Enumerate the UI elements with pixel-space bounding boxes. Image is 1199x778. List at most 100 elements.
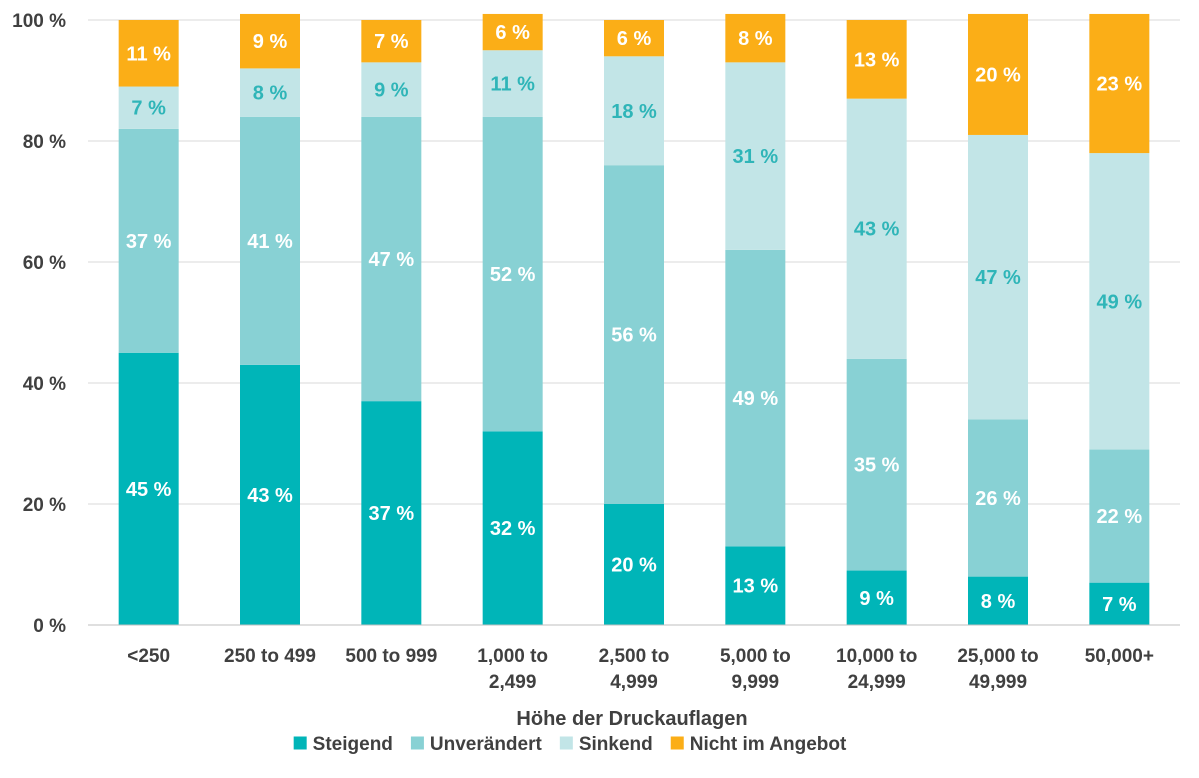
data-label: 6 % — [495, 22, 530, 44]
data-label: 9 % — [859, 588, 894, 610]
y-tick-label: 60 % — [23, 253, 66, 274]
bar-segment — [1089, 582, 1150, 625]
x-tick-label: 2,499 — [489, 672, 537, 693]
x-tick-label: 4,999 — [610, 672, 658, 693]
legend-swatch — [410, 736, 424, 750]
data-label: 7 % — [131, 98, 166, 120]
data-label: 43 % — [247, 485, 293, 507]
bar-segment — [361, 62, 422, 117]
bar-segment — [604, 504, 664, 625]
data-label: 37 % — [126, 231, 172, 253]
legend-swatch — [293, 736, 307, 750]
x-tick-label: 250 to 499 — [224, 646, 316, 667]
legend-label: Nicht im Angebot — [690, 734, 847, 755]
bar-segment — [1089, 153, 1150, 450]
data-label: 8 % — [253, 83, 288, 105]
legend-swatch — [670, 736, 684, 750]
data-label: 23 % — [1097, 74, 1143, 96]
x-tick-label: 50,000+ — [1085, 646, 1154, 667]
data-label: 13 % — [733, 576, 779, 598]
bar-segment — [725, 249, 786, 547]
data-label: 41 % — [247, 231, 293, 253]
x-tick-label: 1,000 to — [477, 646, 548, 667]
bar-segment — [846, 98, 907, 359]
legend-label: Sinkend — [579, 734, 653, 755]
x-tick-label: 24,999 — [848, 672, 906, 693]
x-tick-label: <250 — [127, 646, 170, 667]
bar-segment — [604, 20, 664, 57]
y-tick-label: 80 % — [23, 132, 66, 153]
data-label: 11 % — [490, 74, 535, 96]
data-label: 20 % — [975, 64, 1021, 86]
bar-segment — [240, 13, 300, 69]
x-tick-label: 25,000 to — [957, 646, 1038, 667]
data-label: 31 % — [733, 146, 779, 168]
bars-layer — [118, 13, 1150, 625]
legend-label: Steigend — [313, 734, 393, 755]
y-tick-label: 0 % — [33, 616, 66, 637]
bar-segment — [240, 68, 300, 117]
bar-segment — [604, 56, 664, 166]
x-tick-label: 10,000 to — [836, 646, 917, 667]
x-tick-label: 49,999 — [969, 672, 1027, 693]
data-label: 37 % — [369, 503, 415, 525]
data-label: 6 % — [617, 28, 652, 50]
legend-swatch — [559, 736, 573, 750]
bar-segment — [482, 50, 543, 117]
data-label: 8 % — [738, 28, 773, 50]
legend-item: Unverändert — [410, 734, 543, 755]
data-label: 45 % — [126, 479, 172, 501]
data-label: 47 % — [975, 267, 1021, 289]
data-label: 32 % — [490, 518, 536, 540]
legend-label: Unverändert — [430, 734, 543, 755]
bar-segment — [240, 364, 300, 625]
x-tick-label: 500 to 999 — [345, 646, 437, 667]
bar-segment — [482, 431, 543, 625]
data-label: 49 % — [733, 388, 779, 410]
bar-segment — [846, 570, 907, 625]
bar-segment — [240, 116, 300, 365]
data-label: 18 % — [611, 101, 657, 123]
bar-segment — [725, 546, 786, 625]
bar-segment — [118, 20, 179, 87]
y-tick-label: 20 % — [23, 495, 66, 516]
bar-segment — [1089, 13, 1150, 154]
bar-segment — [118, 128, 179, 353]
data-label: 20 % — [611, 555, 657, 577]
data-label: 13 % — [854, 49, 900, 71]
bar-segment — [846, 20, 907, 99]
bar-segment — [604, 165, 664, 504]
data-label: 9 % — [374, 80, 409, 102]
data-label: 56 % — [611, 325, 657, 347]
legend-item: Nicht im Angebot — [670, 734, 847, 755]
bar-segment — [361, 401, 422, 625]
bar-segment — [968, 134, 1028, 420]
bar-segment — [118, 86, 179, 129]
data-label: 9 % — [253, 31, 288, 53]
bar-segment — [361, 20, 422, 63]
data-label: 7 % — [374, 31, 409, 53]
y-tick-label: 40 % — [23, 374, 66, 395]
data-label: 35 % — [854, 455, 900, 477]
bar-segment — [968, 576, 1028, 625]
bar-segment — [846, 358, 907, 571]
data-label: 22 % — [1097, 506, 1143, 528]
x-tick-label: 2,500 to — [599, 646, 670, 667]
x-tick-label: 9,999 — [732, 672, 780, 693]
data-label: 43 % — [854, 219, 900, 241]
data-label: 47 % — [369, 249, 415, 271]
legend-item: Steigend — [293, 734, 393, 755]
data-label: 11 % — [126, 43, 171, 65]
data-label: 26 % — [975, 488, 1021, 510]
bar-segment — [725, 62, 786, 250]
y-tick-label: 100 % — [12, 11, 66, 32]
legend: Steigend Unverändert Sinkend Nicht im Angeb… — [293, 734, 847, 755]
data-label: 49 % — [1097, 291, 1143, 313]
x-axis-title: Höhe der Druckauflagen — [516, 708, 747, 730]
data-label: 52 % — [490, 264, 536, 286]
bar-segment — [482, 13, 543, 51]
bar-segment — [725, 13, 786, 63]
bar-segment — [968, 419, 1028, 577]
bar-segment — [361, 116, 422, 402]
